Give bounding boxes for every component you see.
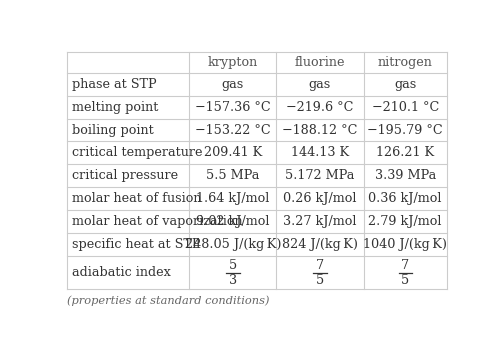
Text: gas: gas	[394, 78, 416, 91]
Text: 248.05 J/(kg K): 248.05 J/(kg K)	[184, 238, 281, 252]
Text: gas: gas	[309, 78, 331, 91]
Text: 824 J/(kg K): 824 J/(kg K)	[282, 238, 358, 252]
Text: −195.79 °C: −195.79 °C	[368, 123, 443, 136]
Text: 1.64 kJ/mol: 1.64 kJ/mol	[196, 193, 270, 205]
Text: 126.21 K: 126.21 K	[376, 146, 434, 159]
Text: 0.36 kJ/mol: 0.36 kJ/mol	[368, 193, 442, 205]
Text: −153.22 °C: −153.22 °C	[195, 123, 270, 136]
Text: krypton: krypton	[208, 56, 258, 69]
Text: 5: 5	[316, 274, 324, 287]
Text: melting point: melting point	[72, 100, 158, 114]
Text: 2.79 kJ/mol: 2.79 kJ/mol	[368, 215, 442, 229]
Text: critical pressure: critical pressure	[72, 170, 178, 182]
Text: 7: 7	[401, 259, 409, 272]
Text: 5: 5	[401, 274, 409, 287]
Text: 3.39 MPa: 3.39 MPa	[374, 170, 436, 182]
Text: molar heat of fusion: molar heat of fusion	[72, 193, 202, 205]
Text: −210.1 °C: −210.1 °C	[372, 100, 439, 114]
Text: −188.12 °C: −188.12 °C	[282, 123, 358, 136]
Text: phase at STP: phase at STP	[72, 78, 157, 91]
Text: 9.02 kJ/mol: 9.02 kJ/mol	[196, 215, 270, 229]
Text: (properties at standard conditions): (properties at standard conditions)	[67, 296, 270, 306]
Text: −219.6 °C: −219.6 °C	[286, 100, 354, 114]
Text: 0.26 kJ/mol: 0.26 kJ/mol	[283, 193, 356, 205]
Text: 3.27 kJ/mol: 3.27 kJ/mol	[283, 215, 356, 229]
Text: 7: 7	[316, 259, 324, 272]
Text: gas: gas	[222, 78, 244, 91]
Text: fluorine: fluorine	[294, 56, 345, 69]
Text: 1040 J/(kg K): 1040 J/(kg K)	[363, 238, 447, 252]
Text: 209.41 K: 209.41 K	[204, 146, 262, 159]
Text: 3: 3	[228, 274, 237, 287]
Text: 144.13 K: 144.13 K	[291, 146, 349, 159]
Text: 5: 5	[228, 259, 237, 272]
Text: nitrogen: nitrogen	[378, 56, 432, 69]
Text: molar heat of vaporization: molar heat of vaporization	[72, 215, 243, 229]
Text: critical temperature: critical temperature	[72, 146, 202, 159]
Text: 5.5 MPa: 5.5 MPa	[206, 170, 260, 182]
Text: 5.172 MPa: 5.172 MPa	[286, 170, 354, 182]
Text: specific heat at STP: specific heat at STP	[72, 238, 200, 252]
Text: −157.36 °C: −157.36 °C	[195, 100, 270, 114]
Text: boiling point: boiling point	[72, 123, 154, 136]
Text: adiabatic index: adiabatic index	[72, 266, 171, 280]
